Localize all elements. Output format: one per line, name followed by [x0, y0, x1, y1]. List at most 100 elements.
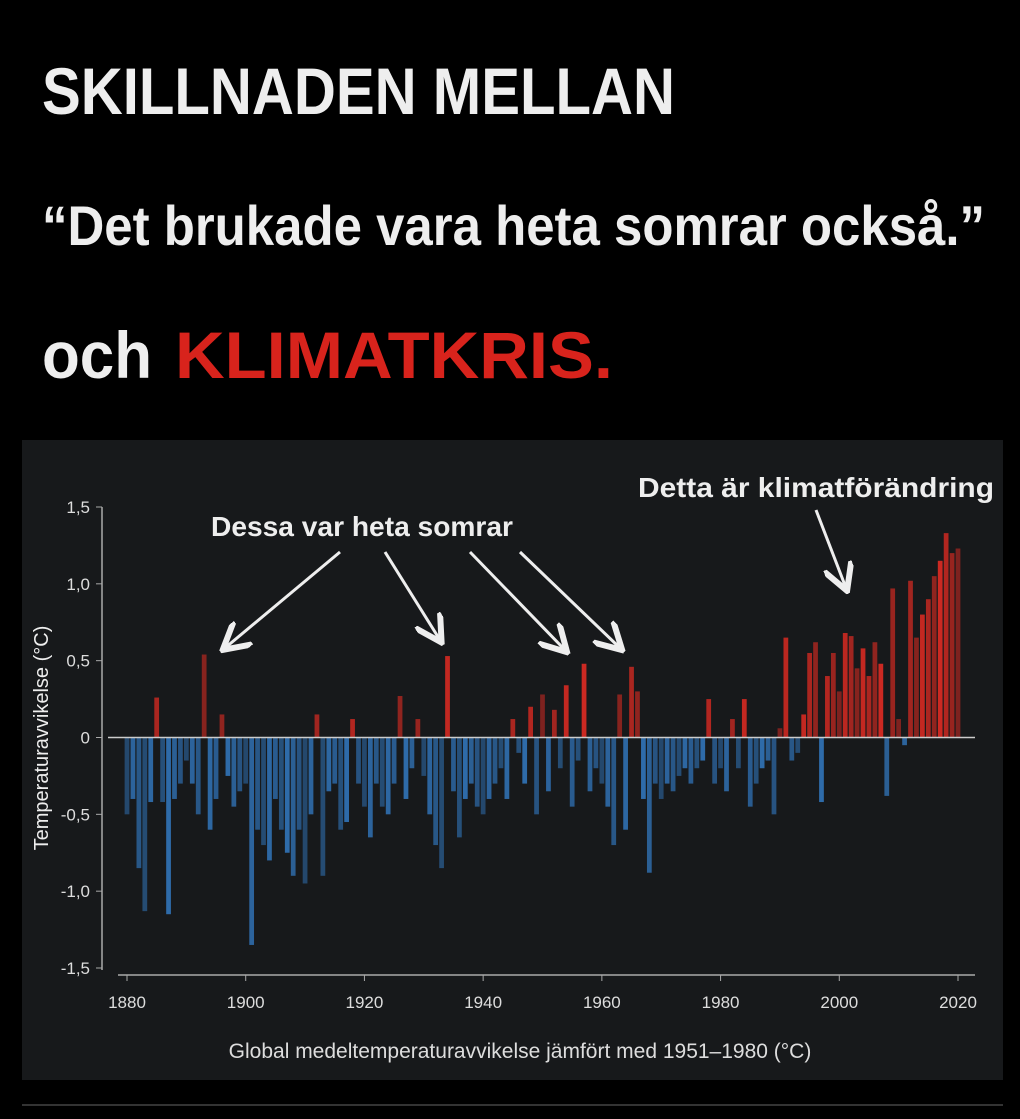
bar: [172, 737, 177, 799]
y-tick-label: 1,0: [66, 575, 90, 594]
bar: [908, 580, 913, 738]
y-tick-label: 0: [81, 729, 90, 748]
bar: [629, 666, 634, 738]
bar: [510, 719, 516, 738]
y-tick-label: -1,5: [61, 959, 90, 978]
highlight: KLIMATKRIS.: [175, 318, 613, 392]
bar: [166, 737, 171, 915]
bar: [724, 737, 729, 792]
bar: [688, 737, 694, 784]
bar: [635, 691, 640, 738]
bar: [890, 588, 896, 738]
bar: [326, 737, 332, 792]
bar: [486, 737, 492, 799]
bar: [712, 737, 718, 784]
bar: [605, 737, 611, 807]
y-tick-label: 0,5: [66, 652, 90, 671]
bar: [777, 728, 783, 738]
bar: [836, 691, 842, 738]
quote: “Det brukade vara heta somrar också.”: [42, 194, 985, 257]
bar: [391, 737, 397, 784]
bar: [819, 737, 824, 803]
bar: [225, 737, 231, 776]
bar: [474, 737, 480, 807]
bar: [884, 737, 890, 796]
bar: [457, 737, 462, 838]
bar: [902, 737, 907, 746]
bar: [646, 737, 652, 873]
bar: [433, 737, 439, 846]
bar: [344, 737, 349, 823]
bar: [848, 636, 854, 738]
bar: [267, 737, 272, 861]
y-tick-label: -0,5: [61, 805, 90, 824]
bar: [801, 714, 807, 738]
bar: [943, 533, 949, 738]
bar: [860, 648, 866, 738]
bar: [195, 737, 201, 815]
bar: [427, 737, 433, 815]
bar: [920, 614, 925, 738]
bar: [730, 719, 735, 738]
bar: [807, 652, 812, 738]
bar: [670, 737, 676, 792]
bar: [379, 737, 385, 807]
bar: [261, 737, 266, 846]
bar: [641, 737, 646, 799]
bar: [611, 737, 617, 846]
bar: [825, 676, 830, 738]
bar: [771, 737, 777, 815]
bar: [789, 737, 795, 761]
x-tick-label: 1960: [583, 993, 621, 1012]
annotation: Detta är klimatförändring: [638, 472, 994, 503]
bar: [736, 737, 741, 769]
bar: [955, 548, 961, 738]
bar: [563, 685, 569, 738]
bar: [231, 737, 237, 807]
bar: [308, 737, 314, 815]
bar: [320, 737, 326, 876]
bar: [700, 737, 706, 761]
bar: [830, 652, 836, 738]
bar: [516, 737, 522, 753]
bar: [136, 737, 142, 869]
bar: [290, 737, 296, 876]
bar: [664, 737, 670, 784]
bar: [842, 633, 848, 738]
bar: [178, 737, 183, 784]
bar: [854, 668, 860, 738]
bar: [937, 560, 943, 738]
bar: [949, 553, 955, 738]
bar: [213, 737, 219, 799]
bar: [445, 656, 450, 738]
bar: [682, 737, 688, 769]
bar: [302, 737, 308, 884]
bar: [201, 654, 207, 738]
bar: [148, 737, 154, 803]
title: SKILLNADEN MELLAN: [42, 54, 675, 128]
bar: [528, 706, 534, 738]
bar: [397, 696, 403, 738]
bar: [183, 737, 189, 761]
x-tick-label: 1940: [464, 993, 502, 1012]
bar: [925, 599, 931, 738]
bar: [421, 737, 427, 776]
bar: [356, 737, 361, 784]
bar: [593, 737, 599, 769]
bar: [189, 737, 195, 784]
bar: [273, 737, 278, 799]
bar: [504, 737, 510, 799]
bar: [451, 737, 456, 792]
x-tick-label: 2000: [820, 993, 858, 1012]
bar: [160, 737, 165, 803]
arrows: [225, 509, 846, 650]
bar: [439, 737, 444, 869]
bar: [581, 663, 587, 738]
x-axis-label: Global medeltemperaturavvikelse jämfört …: [229, 1040, 812, 1063]
bar: [142, 737, 148, 912]
annotation: Dessa var heta somrar: [211, 511, 513, 542]
bar: [587, 737, 593, 792]
x-tick-label: 2020: [939, 993, 977, 1012]
bar: [741, 699, 747, 738]
